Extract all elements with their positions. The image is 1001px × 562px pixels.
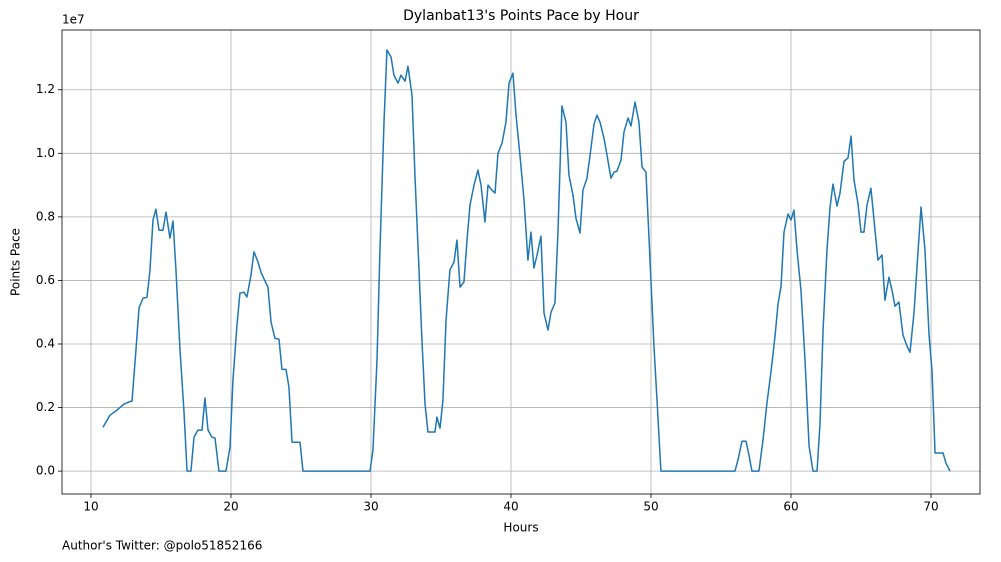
footnote: Author's Twitter: @polo51852166 <box>62 539 262 553</box>
x-tick-label: 10 <box>83 500 98 514</box>
y-offset-label: 1e7 <box>62 13 85 27</box>
x-tick-label: 20 <box>223 500 238 514</box>
y-tick-label: 1.2 <box>36 82 55 96</box>
y-tick-label: 0.4 <box>36 336 55 350</box>
x-tick-label: 60 <box>783 500 798 514</box>
y-tick-label: 1.0 <box>36 146 55 160</box>
y-tick-label: 0.8 <box>36 209 55 223</box>
data-line <box>102 49 951 472</box>
x-tick-label: 30 <box>363 500 378 514</box>
y-tick-label: 0.6 <box>36 273 55 287</box>
x-axis-label: Hours <box>503 521 538 535</box>
x-tick-label: 50 <box>643 500 658 514</box>
chart-title: Dylanbat13's Points Pace by Hour <box>403 8 639 24</box>
plot-frame <box>61 29 981 495</box>
y-axis-label: Points Pace <box>9 228 23 296</box>
x-tick-label: 40 <box>503 500 518 514</box>
y-tick-label: 0.0 <box>36 464 55 478</box>
x-tick-label: 70 <box>923 500 938 514</box>
y-tick-label: 0.2 <box>36 400 55 414</box>
